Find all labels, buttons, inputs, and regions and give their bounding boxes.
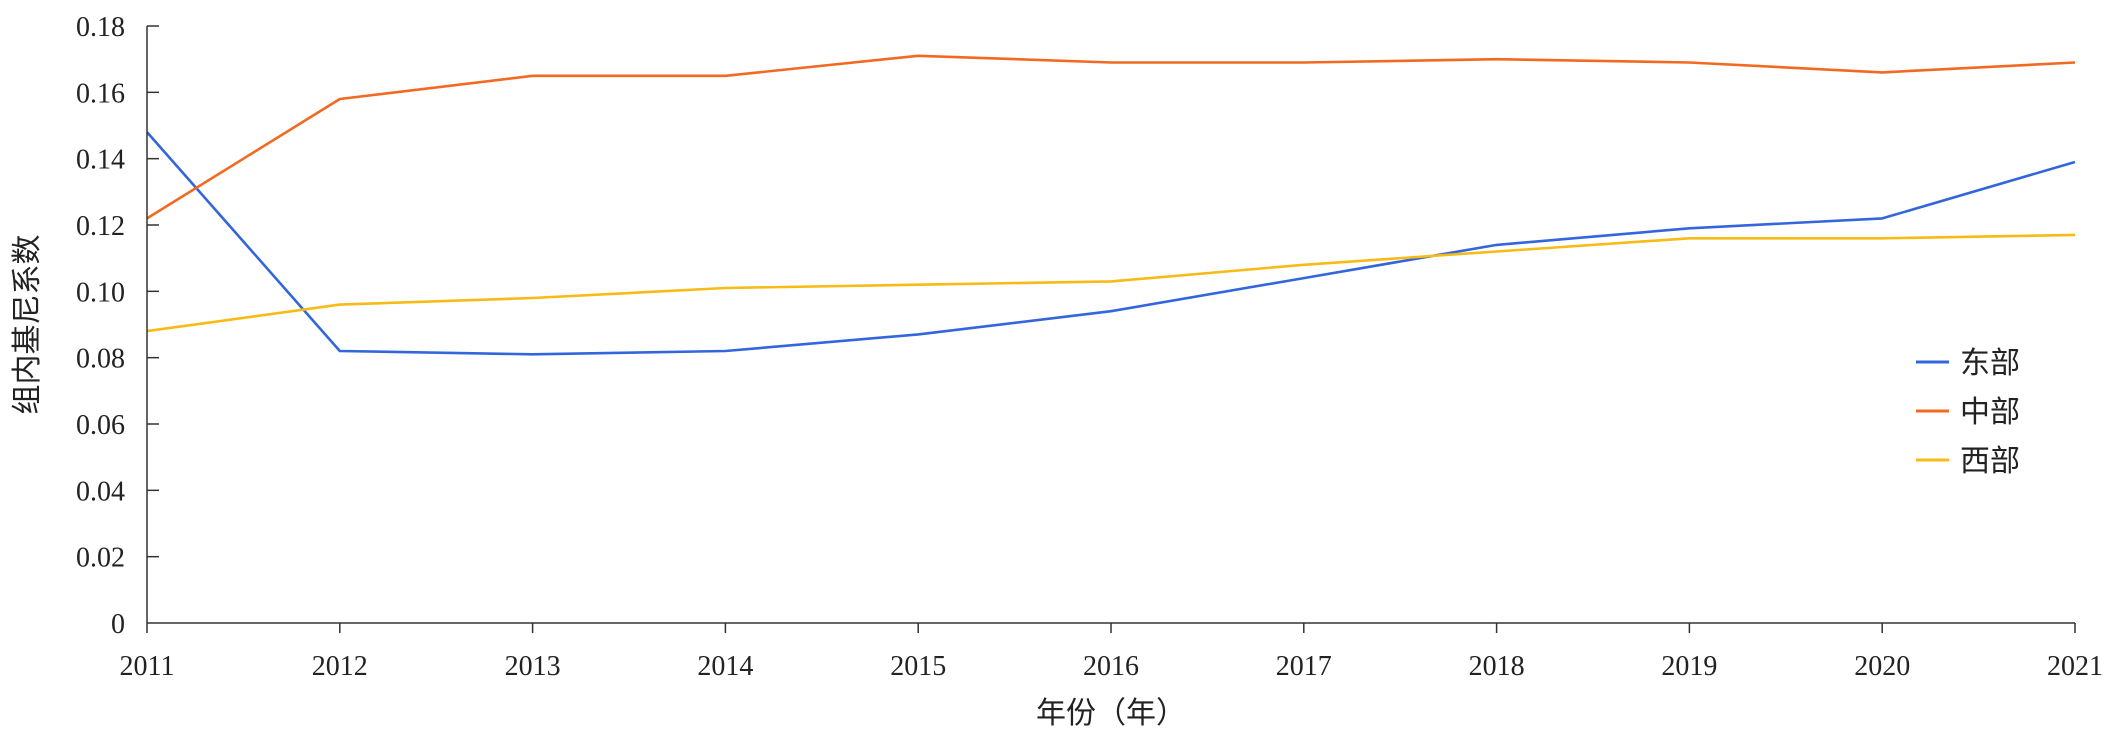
y-tick-label: 0.08: [76, 344, 125, 375]
y-ticks: 0 0.02 0.04 0.06 0.08 0.10 0.12 0.14 0.16 0.18: [76, 12, 159, 640]
x-tick-label: 2021: [2047, 651, 2103, 682]
y-tick-label: 0.04: [76, 476, 125, 507]
x-tick-label: 2015: [890, 651, 946, 682]
legend-label: 西部: [1960, 444, 2020, 479]
series-line-2: [146, 54, 2076, 220]
x-axis-title: 年份（年）: [1036, 696, 1186, 731]
y-tick-label: 0.16: [76, 78, 125, 109]
y-tick-label: 0.06: [76, 410, 125, 441]
x-tick-label: 2017: [1276, 651, 1332, 682]
y-tick-label: 0.14: [76, 145, 125, 176]
y-tick-label: 0.02: [76, 543, 125, 574]
series-line-1: [146, 131, 2076, 356]
y-tick-label: 0.18: [76, 12, 125, 43]
y-axis-title: 组内基尼系数: [10, 235, 45, 415]
y-tick-label: 0: [111, 609, 125, 640]
x-ticks: 2011 2012 2013 2014 2015 2016 2017 2018 2019 2020…: [120, 623, 2103, 682]
x-tick-label: 2011: [120, 651, 175, 682]
x-tick-label: 2013: [505, 651, 561, 682]
axes: 0 0.02 0.04 0.06 0.08 0.10 0.12 0.14 0.16 0.18 20…: [76, 12, 2103, 682]
legend-label: 中部: [1960, 395, 2020, 430]
series-line-3: [146, 233, 2076, 333]
x-tick-label: 2016: [1083, 651, 1139, 682]
series-layer: [146, 54, 2076, 356]
x-tick-label: 2018: [1469, 651, 1525, 682]
x-tick-label: 2020: [1854, 651, 1910, 682]
x-tick-label: 2012: [312, 651, 368, 682]
legend-label: 东部: [1960, 346, 2020, 381]
x-tick-label: 2019: [1661, 651, 1717, 682]
y-tick-label: 0.10: [76, 277, 125, 308]
y-tick-label: 0.12: [76, 211, 125, 242]
x-tick-label: 2014: [697, 651, 753, 682]
